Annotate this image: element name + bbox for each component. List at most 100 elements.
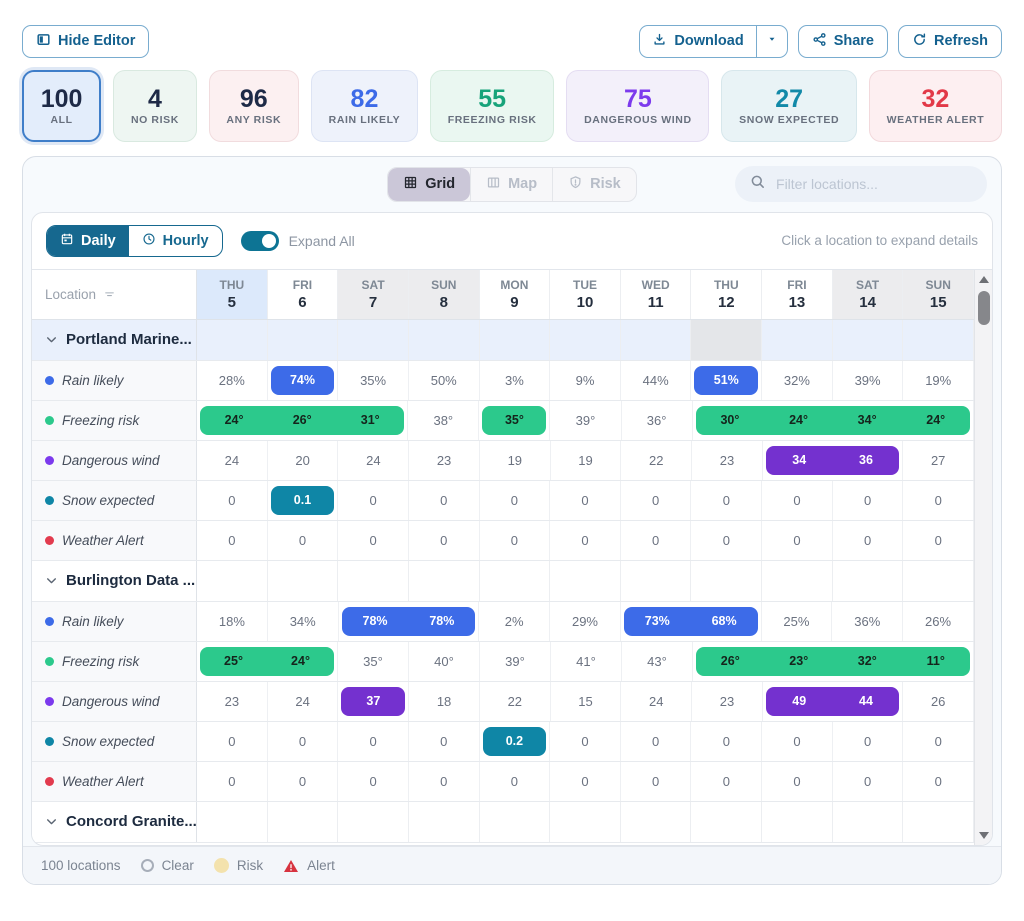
tab-map[interactable]: Map xyxy=(470,167,552,201)
metric-row-wind: Dangerous wind 23 24 37 18 22 15 24 23 49 44 26 xyxy=(32,681,975,722)
location-group-label-cell[interactable]: Portland Marine... xyxy=(32,319,197,360)
cell-value: 34 xyxy=(792,453,807,468)
main-panel: Grid Map Risk xyxy=(22,156,1002,885)
day-header-thu-5: THU 5 xyxy=(197,269,268,319)
grid-header-row: Location THU 5 FRI 6 SAT 7 SUN 8 MON 9 TUE 10 WED 11 TH… xyxy=(32,269,975,320)
wind-highlight-pill: 37 xyxy=(341,686,406,716)
day-name: WED xyxy=(641,277,670,292)
day-name: FRI xyxy=(787,277,807,292)
metric-row-freezing: Freezing risk 24° 26° 31° 38° 35° 39° 36° 30° 24°… xyxy=(32,400,974,441)
stat-card-no-risk[interactable]: 4 NO RISK xyxy=(113,70,197,142)
tab-grid-label: Grid xyxy=(425,176,456,193)
grid-cell: 35% xyxy=(338,360,409,400)
stat-card-rain-likely[interactable]: 82 RAIN LIKELY xyxy=(310,70,418,142)
day-number: 11 xyxy=(647,293,664,311)
chevron-down-icon[interactable] xyxy=(45,574,58,587)
metric-label-cell: Rain likely xyxy=(32,601,197,641)
grid-cell: 26 xyxy=(903,681,975,721)
location-group-row[interactable]: Burlington Data ... xyxy=(32,560,975,602)
grid-cell: 15 xyxy=(551,681,622,721)
cell-value: 0 xyxy=(298,773,307,789)
metric-row-snow: Snow expected 0 0.1 0 0 0 0 0 0 0 0 0 xyxy=(32,480,975,521)
grid-cell: 26° 23° 32° 11° xyxy=(693,641,974,681)
hide-editor-button[interactable]: Hide Editor xyxy=(22,24,150,58)
location-group-row[interactable]: Portland Marine... xyxy=(32,319,975,361)
stat-label: FREEZING RISK xyxy=(447,113,537,126)
metric-label: Weather Alert xyxy=(62,532,144,548)
group-summary-cell xyxy=(479,560,551,601)
stat-card-snow-expected[interactable]: 27 SNOW EXPECTED xyxy=(721,70,857,142)
chevron-down-icon[interactable] xyxy=(45,815,58,828)
grid-cell: 26% xyxy=(903,601,974,641)
grid-cell: 23 xyxy=(197,681,268,721)
vertical-scrollbar[interactable] xyxy=(974,269,992,845)
grid-cell: 25° 24° xyxy=(197,641,338,681)
rain-highlight-pill: 74% xyxy=(270,365,335,395)
location-search[interactable] xyxy=(735,166,988,203)
grid-cell: 22 xyxy=(480,681,551,721)
stat-card-weather-alert[interactable]: 32 WEATHER ALERT xyxy=(868,70,1002,142)
clock-icon xyxy=(142,232,156,250)
grid-cell: 0 xyxy=(762,761,833,801)
download-icon xyxy=(652,32,667,51)
search-input[interactable] xyxy=(776,176,974,193)
cell-value: 68% xyxy=(711,614,737,629)
metric-row-rain: Rain likely 18% 34% 78% 78% 2% 29% 73% 68% 25% 36%… xyxy=(32,601,974,642)
metric-row-freezing: Freezing risk 25° 24° 35° 40° 39° 41° 43° 26° 23°… xyxy=(32,641,974,682)
panel-footer: 100 locations Clear Risk Alert xyxy=(23,846,1001,884)
cell-value: 0 xyxy=(510,492,518,508)
grid-cell: 0 xyxy=(268,761,339,801)
grid-cell: 22 xyxy=(621,440,693,480)
download-menu-button[interactable] xyxy=(755,25,787,57)
download-button[interactable]: Download xyxy=(640,26,755,57)
stat-label: SNOW EXPECTED xyxy=(739,113,840,126)
grid-cell: 0 xyxy=(338,761,409,801)
grid-cell: 34% xyxy=(268,601,339,641)
tab-grid[interactable]: Grid xyxy=(388,167,471,201)
location-group-label-cell[interactable]: Burlington Data ... xyxy=(32,560,197,601)
scrollbar-thumb[interactable] xyxy=(978,290,990,325)
location-group-label-cell[interactable]: Concord Granite... xyxy=(32,801,197,842)
grid-cell: 0 xyxy=(409,761,480,801)
cell-value: 0 xyxy=(652,492,660,508)
stat-value: 27 xyxy=(775,84,804,113)
filter-icon[interactable] xyxy=(103,288,116,301)
group-summary-cell xyxy=(832,801,904,842)
location-group-row[interactable]: Concord Granite... xyxy=(32,801,975,843)
tab-daily[interactable]: Daily xyxy=(47,225,129,256)
cell-value: 25° xyxy=(224,654,243,669)
day-header-wed-11: WED 11 xyxy=(621,269,692,319)
stat-card-all[interactable]: 100 ALL xyxy=(22,70,102,142)
stat-value: 75 xyxy=(623,84,652,113)
grid-cell: 0 xyxy=(550,480,621,520)
cell-value: 24° xyxy=(291,654,310,669)
tab-hourly[interactable]: Hourly xyxy=(129,226,222,256)
scroll-down-button[interactable] xyxy=(975,827,992,843)
toggle-knob xyxy=(261,233,276,248)
scroll-up-button[interactable] xyxy=(975,272,992,288)
alert-triangle-icon xyxy=(283,859,299,873)
tab-risk[interactable]: Risk xyxy=(552,167,636,201)
grid-cell: 0 xyxy=(621,721,692,761)
grid-cell: 23 xyxy=(692,440,763,480)
day-name: THU xyxy=(713,277,739,292)
panel-icon xyxy=(36,32,51,51)
group-summary-cell xyxy=(903,319,975,360)
day-number: 10 xyxy=(576,293,594,311)
cell-value: 50% xyxy=(430,372,457,388)
legend-alert: Alert xyxy=(283,858,335,873)
cell-value: 19% xyxy=(925,372,952,388)
clear-circle-icon xyxy=(140,859,154,872)
group-summary-cell xyxy=(620,801,692,842)
share-button[interactable]: Share xyxy=(797,24,888,58)
grid-cell: 0 xyxy=(762,480,833,520)
wind-dot-icon xyxy=(45,455,54,465)
refresh-button[interactable]: Refresh xyxy=(898,24,1002,58)
grid-cell: 51% xyxy=(691,360,763,400)
stat-card-any-risk[interactable]: 96 ANY RISK xyxy=(208,70,299,142)
view-toolbar-right xyxy=(637,166,988,203)
expand-all-toggle[interactable] xyxy=(240,230,279,251)
stat-card-freezing-risk[interactable]: 55 FREEZING RISK xyxy=(429,70,555,142)
chevron-down-icon[interactable] xyxy=(45,333,58,346)
stat-card-dangerous-wind[interactable]: 75 DANGEROUS WIND xyxy=(566,70,710,142)
